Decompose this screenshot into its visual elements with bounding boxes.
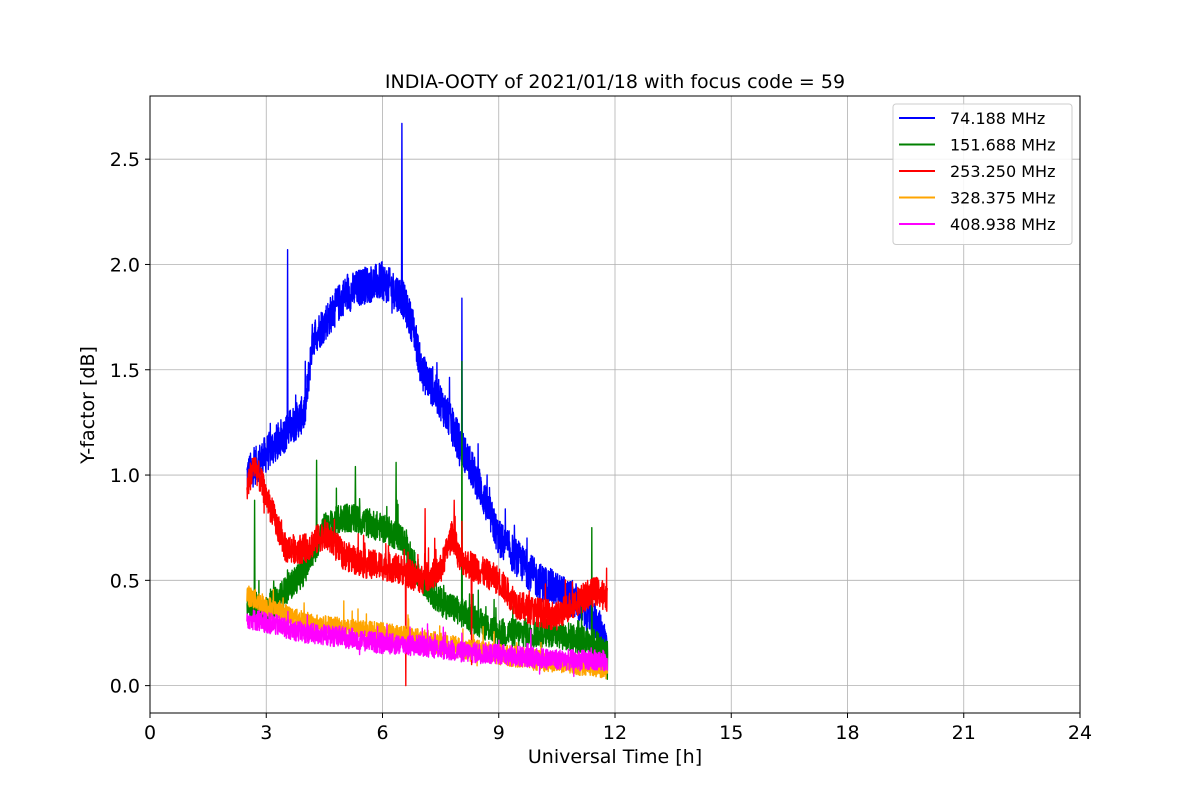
y-axis-label: Y-factor [dB]: [77, 346, 99, 465]
chart-title: INDIA-OOTY of 2021/01/18 with focus code…: [385, 71, 845, 93]
x-tick-label: 6: [376, 722, 388, 744]
plot-area: [246, 122, 609, 687]
x-tick-label: 9: [493, 722, 505, 744]
series-line: [246, 609, 608, 678]
y-tick-label: 1.5: [110, 360, 140, 382]
x-tick-label: 18: [835, 722, 859, 744]
legend: 74.188 MHz 151.688 MHz 253.250 MHz 328.375 …: [892, 103, 1073, 245]
x-tick-label: 15: [719, 722, 743, 744]
x-tick-label: 12: [603, 722, 627, 744]
x-axis-label: Universal Time [h]: [528, 746, 702, 768]
y-tick-label: 0.0: [110, 676, 140, 698]
legend-label: 408.938 MHz: [950, 215, 1055, 234]
legend-label: 328.375 MHz: [950, 189, 1055, 208]
y-tick-label: 0.5: [110, 570, 140, 592]
y-tick-label: 2.0: [110, 254, 140, 276]
x-tick-label: 3: [260, 722, 272, 744]
y-tick-label: 1.0: [110, 465, 140, 487]
x-tick-label: 0: [144, 722, 156, 744]
legend-label: 151.688 MHz: [950, 136, 1055, 155]
x-axis: 0 3 6 9 12 15 18 21 24: [144, 713, 1092, 744]
legend-label: 253.250 MHz: [950, 162, 1055, 181]
y-axis: 0.0 0.5 1.0 1.5 2.0 2.5: [110, 149, 150, 698]
legend-box: [892, 103, 1073, 245]
x-tick-label: 24: [1068, 722, 1092, 744]
y-tick-label: 2.5: [110, 149, 140, 171]
series-line: [246, 457, 608, 687]
x-tick-label: 21: [952, 722, 976, 744]
legend-label: 74.188 MHz: [950, 109, 1045, 128]
